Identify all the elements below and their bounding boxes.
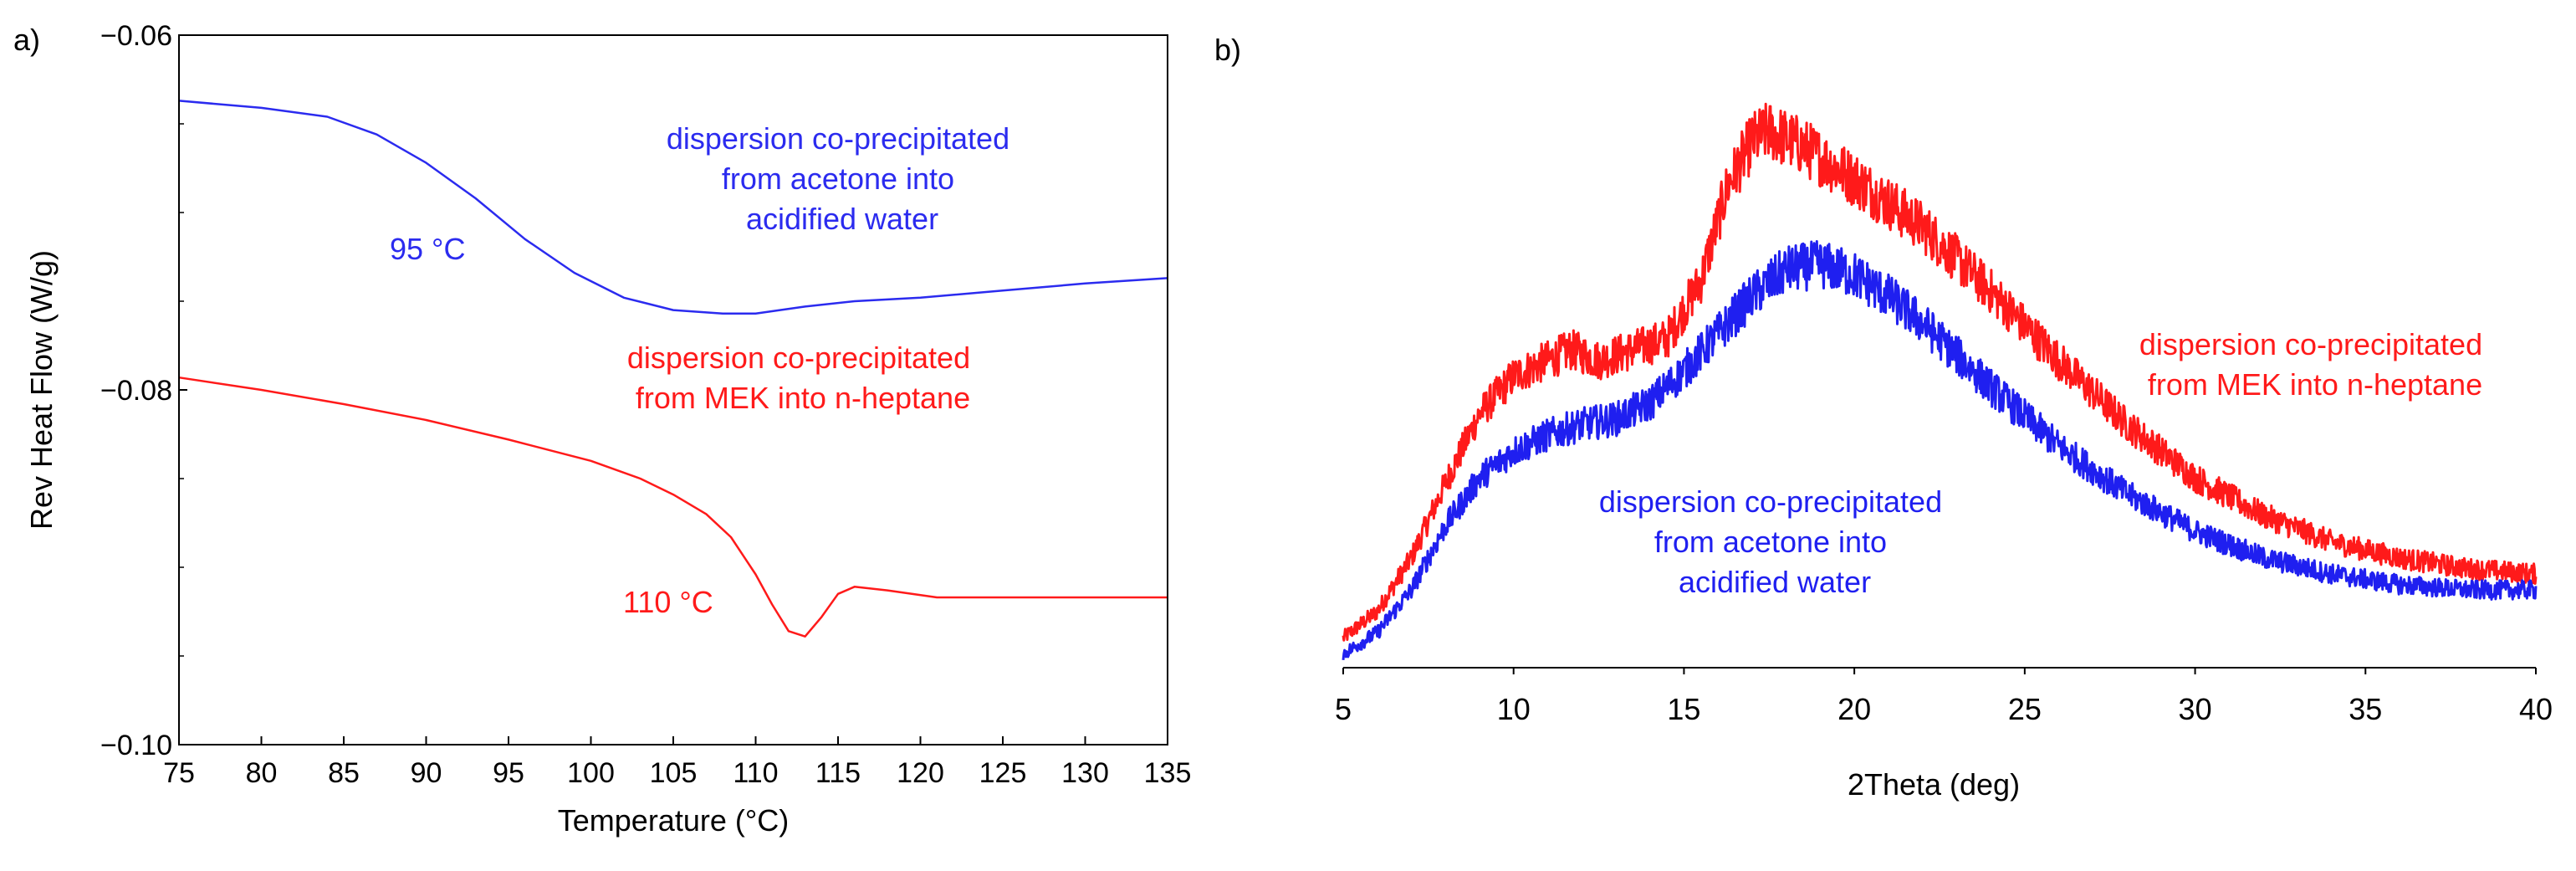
panel-a-x-tick-label: 75: [163, 757, 195, 789]
panel-a-x-tick-label: 130: [1061, 757, 1109, 789]
panel-a-dsc-chart: a) 75 80 85 90 95 100 105 110 115 120 125 130 135 −0…: [13, 20, 1191, 838]
panel-b-x-tick-label: 5: [1335, 692, 1352, 726]
panel-b-x-tick-label: 25: [2008, 692, 2042, 726]
panel-b-x-tick-label: 20: [1837, 692, 1871, 726]
panel-a-x-tick-label: 90: [411, 757, 442, 789]
panel-a-x-axis-label: Temperature (°C): [558, 803, 789, 838]
panel-b-red-curve-label: dispersion co-precipitated from MEK into…: [2139, 327, 2491, 402]
panel-a-red-series-line: [178, 376, 1168, 638]
panel-a-y-axis-label: Rev Heat Flow (W/g): [24, 250, 59, 530]
panel-b-x-tick-label: 10: [1497, 692, 1531, 726]
panel-b-x-tick-label: 30: [2179, 692, 2212, 726]
panel-a-x-tick-label: 110: [733, 757, 778, 789]
panel-a-label: a): [13, 23, 40, 57]
panel-a-x-tick-label: 120: [897, 757, 944, 789]
panel-b-red-series-line: [1342, 102, 2538, 642]
panel-b-series: [1342, 102, 2538, 661]
panel-b-red-label-line-2: from MEK into n-heptane: [2148, 367, 2482, 402]
panel-b-blue-label-line-3: acidified water: [1679, 565, 1871, 599]
panel-b-blue-label-line-1: dispersion co-precipitated: [1599, 484, 1942, 519]
panel-a-blue-label-line-3: acidified water: [746, 202, 938, 236]
panel-a-blue-temp-label: 95 °C: [390, 232, 465, 266]
panel-a-plot-frame: [178, 34, 1168, 745]
panel-a-x-tick-label: 115: [815, 757, 861, 789]
panel-b-red-label-line-1: dispersion co-precipitated: [2139, 327, 2482, 361]
panel-a-x-tick-label: 80: [246, 757, 278, 789]
panel-a-x-tick-label: 105: [650, 757, 698, 789]
panel-b-x-axis-label: 2Theta (deg): [1848, 767, 2020, 802]
panel-a-blue-label-line-1: dispersion co-precipitated: [667, 121, 1009, 156]
panel-b-x-tick-label: 15: [1667, 692, 1700, 726]
panel-b-label: b): [1214, 33, 1241, 67]
panel-a-blue-series-line: [178, 100, 1168, 315]
panel-a-y-tick-label: −0.10: [100, 730, 172, 761]
panel-a-red-label-line-1: dispersion co-precipitated: [627, 341, 970, 375]
panel-b-blue-curve-label: dispersion co-precipitated from acetone …: [1599, 484, 1950, 599]
panel-a-series: [178, 100, 1168, 638]
panel-b-blue-label-line-2: from acetone into: [1654, 525, 1887, 559]
panel-a-red-temp-label: 110 °C: [623, 585, 713, 619]
panel-b-x-tick-label: 35: [2349, 692, 2382, 726]
panel-b-x-tick-label: 40: [2519, 692, 2553, 726]
panel-b-blue-series-line: [1342, 240, 2538, 661]
panel-a-x-tick-label: 100: [567, 757, 615, 789]
panel-b-x-ticks: 5 10 15 20 25 30 35 40: [1335, 668, 2553, 726]
panel-a-blue-curve-label: dispersion co-precipitated from acetone …: [667, 121, 1018, 236]
panel-a-x-tick-label: 135: [1144, 757, 1192, 789]
panel-a-y-tick-label: −0.08: [100, 375, 172, 407]
panel-a-y-tick-label: −0.06: [100, 20, 172, 52]
panel-a-red-label-line-2: from MEK into n-heptane: [636, 381, 970, 415]
panel-a-x-ticks: 75 80 85 90 95 100 105 110 115 120 125 130 135: [163, 736, 1191, 789]
panel-a-x-tick-label: 95: [493, 757, 524, 789]
panel-b-xrd-chart: b) 5 10 15 20 25 30 35 40 2Theta (deg) dispersi…: [1214, 33, 2553, 802]
panel-a-blue-label-line-2: from acetone into: [722, 161, 954, 196]
panel-a-x-tick-label: 125: [979, 757, 1027, 789]
panel-a-x-tick-label: 85: [328, 757, 360, 789]
panel-a-y-ticks: −0.06 −0.08 −0.10: [100, 20, 187, 761]
panel-a-red-curve-label: dispersion co-precipitated from MEK into…: [627, 341, 979, 415]
